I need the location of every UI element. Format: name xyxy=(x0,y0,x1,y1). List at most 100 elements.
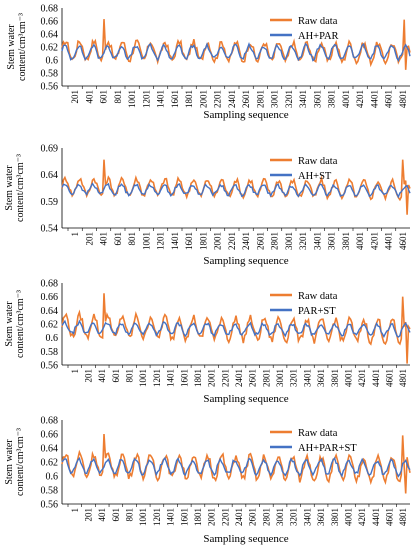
series-line-ah-par xyxy=(61,41,411,63)
x-tick-label: 1401 xyxy=(156,90,166,108)
y-tick-label: 0.64 xyxy=(41,306,59,317)
y-tick-label: 0.66 xyxy=(41,292,59,303)
x-tick-label: 3401 xyxy=(298,90,308,108)
x-tick-label: 2001 xyxy=(207,508,217,526)
x-tick-label: 1801 xyxy=(193,369,203,387)
x-tick-label: 3601 xyxy=(327,232,337,250)
x-tick-label: 2401 xyxy=(241,232,251,250)
x-tick-label: 2601 xyxy=(255,232,265,250)
y-tick-label: 0.54 xyxy=(41,224,59,235)
x-tick-label: 2201 xyxy=(213,90,223,108)
y-axis-label-line-2: content/cm³cm⁻³ xyxy=(17,13,28,81)
x-tick-label: 1601 xyxy=(179,369,189,387)
x-tick-label: 2201 xyxy=(227,232,237,250)
x-tick-label: 3401 xyxy=(302,508,312,526)
x-tick-label: 1601 xyxy=(179,508,189,526)
x-tick-label: 401 xyxy=(97,508,107,522)
x-tick-label: 4001 xyxy=(341,90,351,108)
x-tick-label: 2801 xyxy=(261,369,271,387)
series-line-raw-data xyxy=(61,433,411,494)
x-tick-label: 1201 xyxy=(141,90,151,108)
x-tick-label: 3201 xyxy=(284,90,294,108)
x-tick-label: 4601 xyxy=(384,508,394,526)
y-tick-label: 0.58 xyxy=(41,347,59,358)
y-tick-label: 0.58 xyxy=(41,69,59,80)
chart-panel-ah-par: 0.56 0.58 0.6 0.62 0.64 0.66 0.68 201 401 601 801 1… xyxy=(0,0,416,135)
y-axis-label-line-1: Stem water xyxy=(4,165,15,211)
series-line-raw-data xyxy=(61,159,411,215)
y-tick-label: 0.6 xyxy=(46,56,59,67)
x-tick-label: 2401 xyxy=(227,90,237,108)
x-tick-label: 4001 xyxy=(343,369,353,387)
x-tick-label: 201 xyxy=(84,232,94,246)
chart-panel-ah-st: 0.54 0.59 0.64 0.69 1 201 401 601 801 1001 1201 140… xyxy=(0,140,416,275)
x-tick-label: 4401 xyxy=(384,232,394,250)
x-tick-label: 3201 xyxy=(298,232,308,250)
legend-label: AH+PAR xyxy=(298,31,339,42)
x-tick-label: 1001 xyxy=(138,508,148,526)
x-tick-label: 601 xyxy=(99,90,109,104)
x-tick-label: 1001 xyxy=(127,90,137,108)
x-tick-label: 1601 xyxy=(170,90,180,108)
x-tick-label: 4001 xyxy=(355,232,365,250)
chart-panel-ah-par-st: 0.56 0.58 0.6 0.62 0.64 0.66 0.68 1 201 401 601 801… xyxy=(0,412,416,550)
x-tick-label: 201 xyxy=(84,369,94,383)
y-axis-label-line-2: content/cm³cm⁻³ xyxy=(15,428,26,496)
x-tick-label: 801 xyxy=(127,232,137,246)
x-tick-label: 2401 xyxy=(234,369,244,387)
y-tick-label: 0.64 xyxy=(41,444,59,455)
y-tick-label: 0.66 xyxy=(41,17,59,28)
x-tick-label: 1001 xyxy=(138,369,148,387)
x-tick-label: 1601 xyxy=(184,232,194,250)
x-tick-label: 3601 xyxy=(312,90,322,108)
y-tick-label: 0.56 xyxy=(41,361,59,372)
y-tick-label: 0.66 xyxy=(41,430,59,441)
x-tick-label: 4401 xyxy=(369,90,379,108)
x-tick-label: 2201 xyxy=(220,508,230,526)
y-tick-label: 0.6 xyxy=(46,333,59,344)
x-tick-label: 3801 xyxy=(341,232,351,250)
x-tick-label: 2401 xyxy=(234,508,244,526)
x-tick-label: 801 xyxy=(113,90,123,104)
series-line-ah-par-st xyxy=(61,456,411,478)
y-axis-label: Stem watercontent/cm³cm⁻³ xyxy=(4,428,26,496)
x-tick-label: 3001 xyxy=(275,508,285,526)
x-tick-label: 4201 xyxy=(355,90,365,108)
series-line-raw-data xyxy=(61,293,411,364)
chart-ah-st: 0.540.590.640.691 201 401 601 801 1001 1201 140… xyxy=(4,144,411,267)
x-tick-label: 1201 xyxy=(152,369,162,387)
y-axis-label: Stem watercontent/cm³cm⁻³ xyxy=(6,13,28,81)
x-tick-label: 3801 xyxy=(330,369,340,387)
y-tick-label: 0.62 xyxy=(41,43,59,54)
x-tick-label: 1801 xyxy=(193,508,203,526)
y-axis-label-line-1: Stem water xyxy=(4,301,15,347)
legend-label: Raw data xyxy=(298,291,338,302)
x-tick-label: 4601 xyxy=(384,369,394,387)
x-tick-label: 1201 xyxy=(156,232,166,250)
x-tick-label: 2001 xyxy=(198,90,208,108)
series-line-par-st xyxy=(61,319,411,339)
y-axis-label-line-1: Stem water xyxy=(4,439,15,485)
x-tick-label: 4601 xyxy=(384,90,394,108)
x-tick-label: 1201 xyxy=(152,508,162,526)
x-tick-label: 4201 xyxy=(357,369,367,387)
series-line-ah-st xyxy=(61,182,411,199)
x-tick-label: 3401 xyxy=(302,369,312,387)
legend-label: PAR+ST xyxy=(298,306,336,317)
chart-ah-par: 0.56 0.58 0.6 0.62 0.64 0.66 0.68 201 401 601 801 1… xyxy=(6,4,411,121)
x-tick-label: 1 xyxy=(70,232,80,237)
y-tick-label: 0.6 xyxy=(46,472,59,483)
x-tick-label: 1401 xyxy=(170,232,180,250)
x-tick-label: 4401 xyxy=(371,508,381,526)
x-tick-label: 1401 xyxy=(166,508,176,526)
y-tick-label: 0.64 xyxy=(41,30,59,41)
x-tick-label: 801 xyxy=(125,508,135,522)
x-axis-label: Sampling sequence xyxy=(203,255,288,267)
x-tick-label: 3401 xyxy=(312,232,322,250)
x-tick-label: 4801 xyxy=(398,508,408,526)
x-tick-label: 2601 xyxy=(248,369,258,387)
y-axis-label-line-2: content/cm³cm⁻³ xyxy=(15,290,26,358)
x-axis-label: Sampling sequence xyxy=(203,393,288,405)
x-tick-label: 1 xyxy=(70,508,80,513)
x-tick-label: 2801 xyxy=(255,90,265,108)
